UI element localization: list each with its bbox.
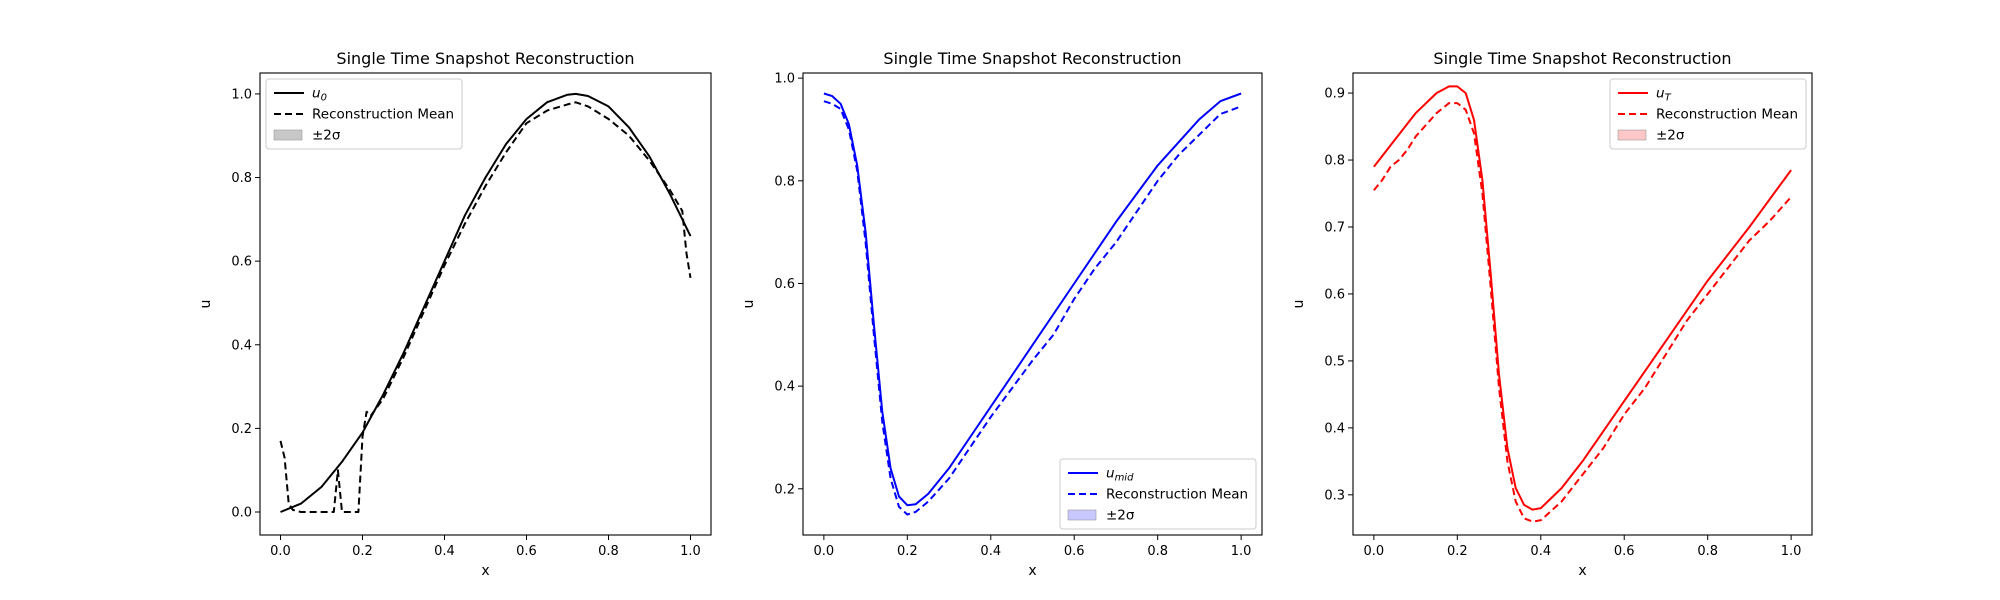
- y-tick-label: 0.8: [1324, 154, 1345, 169]
- y-tick-label: 1.0: [231, 87, 252, 102]
- x-tick-label: 0.2: [1447, 544, 1468, 559]
- y-tick-label: 0.6: [1324, 287, 1345, 302]
- x-tick-label: 0.6: [1614, 544, 1635, 559]
- axes-frame: [1352, 72, 1813, 536]
- axes-frame: [259, 72, 712, 536]
- legend-label: Reconstruction Mean: [312, 107, 454, 123]
- x-tick-label: 1.0: [680, 544, 701, 559]
- legend-swatch-band: [1617, 129, 1647, 141]
- legend-label: Reconstruction Mean: [1656, 107, 1798, 123]
- x-axis-label: x: [1578, 563, 1586, 579]
- x-axis-label: x: [1028, 563, 1036, 579]
- legend-label: ±2σ: [1656, 128, 1685, 144]
- y-tick-label: 0.8: [231, 171, 252, 186]
- true-solution-line: [1373, 85, 1792, 511]
- y-tick-label: 0.2: [774, 482, 795, 497]
- y-tick-label: 0.6: [774, 277, 795, 292]
- x-tick-label: 0.0: [270, 544, 291, 559]
- reconstruction-mean-line: [823, 100, 1242, 516]
- legend-label: ±2σ: [312, 128, 341, 144]
- true-solution-line: [823, 92, 1242, 507]
- legend-box: [265, 78, 463, 150]
- x-tick-label: 0.6: [516, 544, 537, 559]
- axes-frame: [802, 72, 1263, 536]
- legend-swatch-band: [273, 129, 303, 141]
- y-tick-label: 0.6: [231, 255, 252, 270]
- x-axis-label: x: [481, 563, 489, 579]
- y-tick-label: 0.2: [231, 422, 252, 437]
- chart-panel-3: Single Time Snapshot Reconstruction 0.0 0.…: [1291, 49, 1813, 579]
- y-axis-label: u: [198, 300, 214, 309]
- true-solution-line: [280, 92, 692, 513]
- x-tick-label: 1.0: [1231, 544, 1252, 559]
- x-tick-label: 0.4: [980, 544, 1001, 559]
- x-tick-label: 0.4: [434, 544, 455, 559]
- chart-title: Single Time Snapshot Reconstruction: [1433, 49, 1731, 68]
- x-tick-label: 0.6: [1064, 544, 1085, 559]
- chart-title: Single Time Snapshot Reconstruction: [883, 49, 1181, 68]
- legend-label: uT: [1656, 86, 1672, 104]
- reconstruction-mean-line: [1373, 102, 1792, 523]
- y-tick-label: 0.4: [774, 380, 795, 395]
- x-tick-label: 0.2: [352, 544, 373, 559]
- y-tick-label: 1.0: [774, 72, 795, 87]
- x-tick-label: 1.0: [1781, 544, 1802, 559]
- legend: uT Reconstruction Mean ±2σ: [1609, 78, 1807, 150]
- legend-box: [1609, 78, 1807, 150]
- x-tick-label: 0.2: [897, 544, 918, 559]
- x-tick-label: 0.8: [598, 544, 619, 559]
- y-axis-label: u: [1291, 300, 1307, 309]
- legend-label: umid: [1106, 466, 1134, 484]
- legend-label: ±2σ: [1106, 508, 1135, 524]
- legend-swatch-band: [1067, 509, 1097, 521]
- reconstruction-mean-line: [279, 101, 692, 513]
- y-axis-label: u: [741, 300, 757, 309]
- legend: umid Reconstruction Mean ±2σ: [1059, 458, 1257, 530]
- x-tick-label: 0.4: [1530, 544, 1551, 559]
- y-tick-label: 0.7: [1324, 221, 1345, 236]
- legend-label: Reconstruction Mean: [1106, 487, 1248, 503]
- x-tick-label: 0.0: [1364, 544, 1385, 559]
- legend-box: [1059, 458, 1257, 530]
- legend-label: u0: [312, 86, 327, 104]
- x-tick-label: 0.8: [1147, 544, 1168, 559]
- y-tick-label: 0.4: [231, 338, 252, 353]
- chart-panel-2: Single Time Snapshot Reconstruction 0.0 0.…: [741, 49, 1263, 579]
- legend: u0 Reconstruction Mean ±2σ: [265, 78, 463, 150]
- y-tick-label: 0.8: [774, 174, 795, 189]
- y-tick-label: 0.4: [1324, 421, 1345, 436]
- y-tick-label: 0.0: [231, 506, 252, 521]
- y-tick-label: 0.3: [1324, 488, 1345, 503]
- y-tick-label: 0.5: [1324, 354, 1345, 369]
- x-tick-label: 0.8: [1697, 544, 1718, 559]
- chart-panel-1: Single Time Snapshot Reconstruction 0.0 0.…: [198, 49, 712, 579]
- x-tick-label: 0.0: [814, 544, 835, 559]
- chart-title: Single Time Snapshot Reconstruction: [336, 49, 634, 68]
- y-tick-label: 0.9: [1324, 87, 1345, 102]
